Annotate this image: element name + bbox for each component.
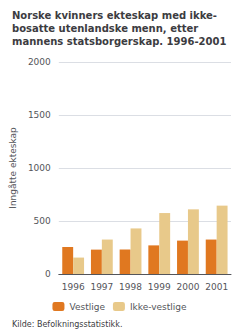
svg-text:1998: 1998: [119, 282, 142, 292]
svg-text:1500: 1500: [28, 110, 51, 120]
svg-text:Ikke-vestlige: Ikke-vestlige: [130, 302, 187, 312]
svg-text:Norske kvinners ekteskap med i: Norske kvinners ekteskap med ikke-: [12, 10, 217, 21]
svg-text:Kilde: Befolkningsstatistikk.: Kilde: Befolkningsstatistikk.: [12, 320, 122, 329]
svg-text:500: 500: [34, 216, 51, 226]
svg-text:bosatte utenlandske menn, ette: bosatte utenlandske menn, etter: [12, 23, 198, 34]
svg-text:2000: 2000: [176, 282, 199, 292]
svg-text:0: 0: [45, 269, 51, 279]
svg-text:1000: 1000: [28, 163, 51, 173]
svg-text:1999: 1999: [148, 282, 171, 292]
svg-text:Inngåtte ekteskap: Inngåtte ekteskap: [8, 127, 18, 209]
svg-text:Vestlige: Vestlige: [69, 302, 105, 312]
svg-text:1996: 1996: [62, 282, 85, 292]
svg-text:1997: 1997: [90, 282, 113, 292]
svg-text:mannens statsborgerskap. 1996-: mannens statsborgerskap. 1996-2001: [12, 36, 226, 47]
svg-text:2000: 2000: [28, 57, 51, 67]
svg-text:2001: 2001: [205, 282, 228, 292]
